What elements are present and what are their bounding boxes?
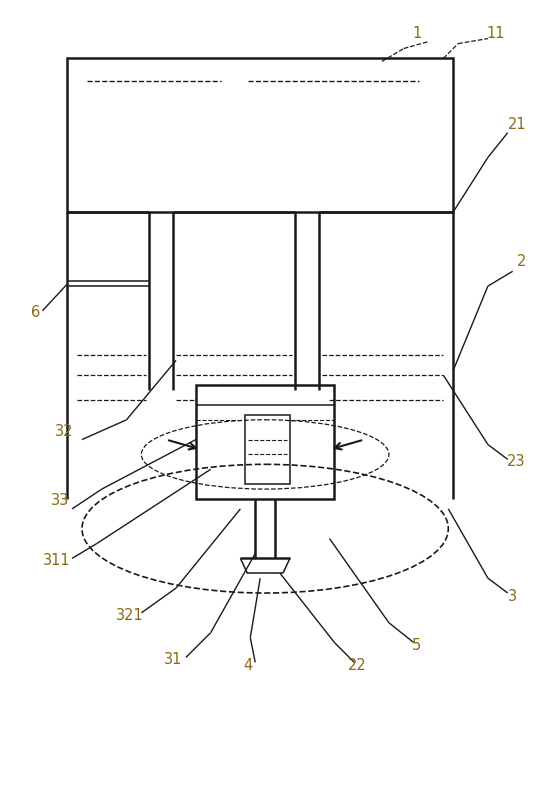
Text: 33: 33 [51,494,69,509]
Text: 23: 23 [506,454,525,469]
Text: 11: 11 [486,26,505,41]
Text: 6: 6 [31,305,40,320]
Text: 22: 22 [348,657,367,673]
Text: 1: 1 [412,26,421,41]
Bar [245,415,290,484]
Text: 3: 3 [508,588,517,603]
Text: 31: 31 [164,652,182,667]
Text: 5: 5 [412,638,421,653]
Bar [67,58,453,211]
Text: 32: 32 [55,425,73,439]
Text: 321: 321 [116,608,143,623]
Text: 2: 2 [517,254,526,269]
Text: 311: 311 [44,553,71,568]
Text: 21: 21 [508,117,527,132]
Bar [196,385,334,499]
Text: 4: 4 [244,657,253,673]
